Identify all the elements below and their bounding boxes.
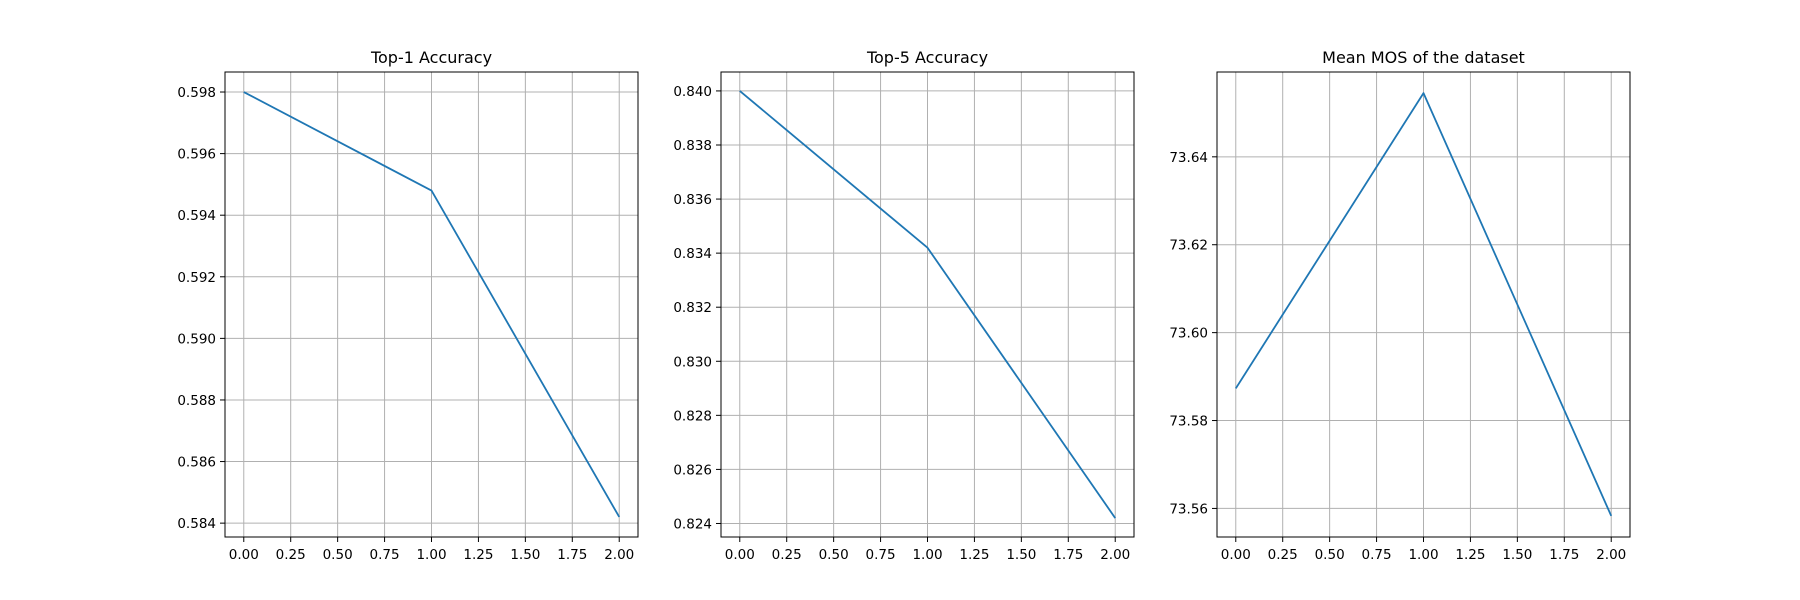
x-tick-label: 0.50	[1315, 547, 1345, 563]
subplot-top5-accuracy: Top-5 Accuracy 0.00 0.25 0.50 0.75 1.00 1.25 1…	[673, 48, 1135, 563]
x-tick-label: 1.75	[1053, 547, 1083, 563]
x-tick-label: 0.75	[1362, 547, 1392, 563]
x-tick-label: 0.25	[772, 547, 802, 563]
x-tick-label: 1.00	[1408, 547, 1438, 563]
x-tick-label: 0.00	[1221, 547, 1251, 563]
x-tick-label: 0.00	[229, 547, 259, 563]
x-tick-label: 0.75	[370, 547, 400, 563]
subplot-title: Mean MOS of the dataset	[1322, 48, 1525, 67]
y-tick-label: 0.592	[177, 270, 216, 286]
y-tick-label: 0.586	[177, 455, 216, 471]
y-tick-label: 0.834	[673, 246, 712, 262]
y-tick-label: 0.836	[673, 192, 712, 208]
y-tick-label: 0.840	[673, 84, 712, 100]
x-tick-label: 0.50	[819, 547, 849, 563]
y-tick-label: 0.588	[177, 393, 216, 409]
subplot-mean-mos: Mean MOS of the dataset 0.00 0.25 0.50 0.75…	[1169, 48, 1631, 563]
y-tick-label: 0.826	[673, 462, 712, 478]
x-tick-label: 1.00	[912, 547, 942, 563]
subplot-top1-accuracy: Top-1 Accuracy 0.00 0.25 0.50 0.75 1.00 1.25 1…	[177, 48, 639, 563]
x-tick-label: 0.75	[866, 547, 896, 563]
y-tick-label: 0.584	[177, 516, 216, 532]
x-tick-label: 0.00	[725, 547, 755, 563]
x-tick-label: 1.50	[510, 547, 540, 563]
x-tick-label: 0.50	[323, 547, 353, 563]
y-tick-label: 0.828	[673, 408, 712, 424]
y-tick-label: 0.596	[177, 147, 216, 163]
x-tick-label: 1.50	[1006, 547, 1036, 563]
x-tick-label: 2.00	[1100, 547, 1130, 563]
subplot-title: Top-5 Accuracy	[866, 48, 988, 67]
y-tick-label: 0.598	[177, 85, 216, 101]
y-tick-label: 0.824	[673, 516, 712, 532]
x-tick-label: 1.75	[557, 547, 587, 563]
x-tick-label: 2.00	[604, 547, 634, 563]
x-tick-label: 1.25	[959, 547, 989, 563]
y-tick-label: 73.62	[1169, 238, 1208, 254]
x-tick-label: 1.25	[1455, 547, 1485, 563]
x-tick-label: 1.25	[463, 547, 493, 563]
x-tick-label: 1.75	[1549, 547, 1579, 563]
y-tick-label: 73.60	[1169, 326, 1208, 342]
x-tick-label: 0.25	[1268, 547, 1298, 563]
y-tick-label: 73.64	[1169, 150, 1208, 166]
x-tick-label: 1.00	[416, 547, 446, 563]
x-tick-label: 1.50	[1502, 547, 1532, 563]
y-tick-label: 0.830	[673, 354, 712, 370]
y-tick-label: 0.838	[673, 138, 712, 154]
x-tick-label: 2.00	[1596, 547, 1626, 563]
y-tick-label: 0.832	[673, 300, 712, 316]
subplot-title: Top-1 Accuracy	[370, 48, 492, 67]
y-tick-label: 73.56	[1169, 501, 1208, 517]
x-tick-label: 0.25	[276, 547, 306, 563]
y-tick-label: 0.590	[177, 331, 216, 347]
y-tick-label: 73.58	[1169, 414, 1208, 430]
y-tick-label: 0.594	[177, 208, 216, 224]
